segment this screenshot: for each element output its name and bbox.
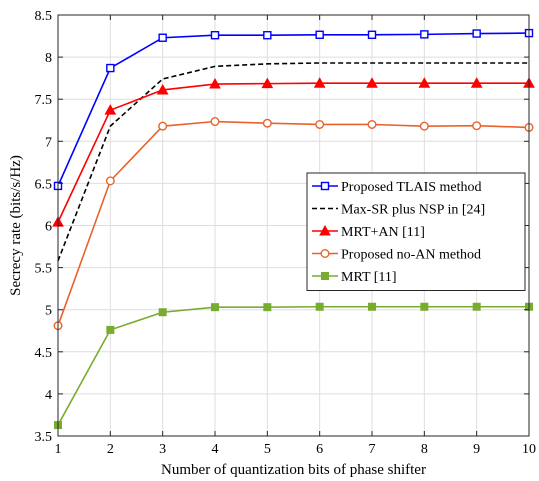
legend-entry: MRT [11] [312, 270, 397, 285]
data-point [470, 77, 483, 88]
legend-label: Proposed TLAIS method [341, 180, 482, 195]
plot-series [52, 28, 535, 430]
legend-entry: Max-SR plus NSP in [24] [312, 203, 485, 218]
x-tick-label: 6 [316, 442, 323, 457]
data-point [367, 119, 377, 129]
legend-entry: Proposed no-AN method [312, 248, 481, 263]
data-point [210, 117, 220, 127]
legend-label: MRT+AN [11] [341, 225, 425, 240]
legend-marker [320, 181, 330, 191]
y-tick-label: 7 [45, 135, 52, 150]
legend-label: Proposed no-AN method [341, 248, 481, 263]
series-1 [53, 28, 534, 191]
legend-marker [320, 248, 330, 258]
x-tick-label: 1 [55, 442, 62, 457]
data-point [367, 30, 377, 39]
data-point [315, 302, 324, 311]
series-4 [53, 117, 534, 331]
legend: Proposed TLAIS method Max-SR plus NSP in … [306, 172, 526, 291]
data-point [420, 302, 429, 311]
y-tick-label: 4.5 [35, 346, 53, 361]
data-point [315, 119, 325, 129]
data-point [158, 33, 167, 42]
series-line [57, 82, 529, 223]
data-point [366, 77, 378, 88]
y-tick-label: 7.5 [35, 93, 53, 108]
axes [57, 14, 530, 437]
data-point [315, 30, 324, 39]
data-point [158, 121, 168, 131]
data-point [263, 31, 272, 40]
data-point [313, 77, 326, 88]
legend-label: MRT [11] [341, 270, 397, 285]
data-point [261, 77, 274, 89]
legend-label: Max-SR plus NSP in [24] [341, 203, 485, 218]
data-point [472, 121, 482, 131]
y-tick-label: 4 [45, 388, 52, 403]
series-2 [57, 62, 529, 262]
y-tick-label: 5 [45, 304, 52, 319]
x-tick-label: 9 [473, 442, 480, 457]
data-point [472, 29, 481, 38]
y-tick-label: 3.5 [35, 430, 53, 445]
x-tick-label: 7 [369, 442, 376, 457]
data-point [158, 308, 167, 317]
data-point [368, 302, 376, 311]
data-point [104, 104, 117, 115]
y-tick-label: 8.5 [35, 9, 53, 24]
data-point [419, 121, 429, 131]
data-point [262, 118, 272, 128]
x-tick-label: 3 [159, 442, 166, 457]
x-axis-label: Number of quantization bits of phase shi… [161, 462, 426, 478]
data-point [472, 302, 481, 311]
tick-labels: 1 2 3 4 5 6 7 8 9 10 3.5 4 4.5 5 5.5 6 6.5 7 7.5 8 8.5 [35, 9, 537, 457]
legend-entry: MRT+AN [11] [312, 224, 425, 240]
series-3 [52, 77, 535, 227]
data-point [210, 31, 220, 40]
y-tick-label: 5.5 [35, 262, 53, 277]
series-line [57, 32, 530, 187]
series-line [57, 305, 529, 426]
data-point [418, 77, 431, 88]
x-tick-label: 2 [107, 442, 114, 457]
y-tick-label: 6 [45, 220, 52, 235]
data-point [420, 30, 429, 39]
data-point [211, 303, 219, 312]
y-tick-label: 6.5 [35, 177, 53, 192]
data-point [209, 78, 221, 89]
y-axis-label: Secrecy rate (bits/s/Hz) [8, 155, 24, 296]
data-point [105, 176, 115, 186]
data-point [156, 83, 169, 95]
legend-entry: Proposed TLAIS method [312, 180, 482, 195]
legend-marker [321, 272, 329, 280]
data-point [106, 63, 115, 73]
x-tick-label: 8 [421, 442, 428, 457]
data-point [263, 303, 272, 312]
x-tick-label: 5 [264, 442, 271, 457]
x-tick-label: 10 [522, 442, 536, 457]
data-point [106, 325, 115, 334]
x-tick-label: 4 [212, 442, 219, 457]
legend-box [306, 172, 526, 291]
y-tick-label: 8 [45, 51, 52, 66]
series-line [57, 62, 529, 262]
series-line [57, 120, 530, 326]
legend-marker [319, 224, 331, 236]
